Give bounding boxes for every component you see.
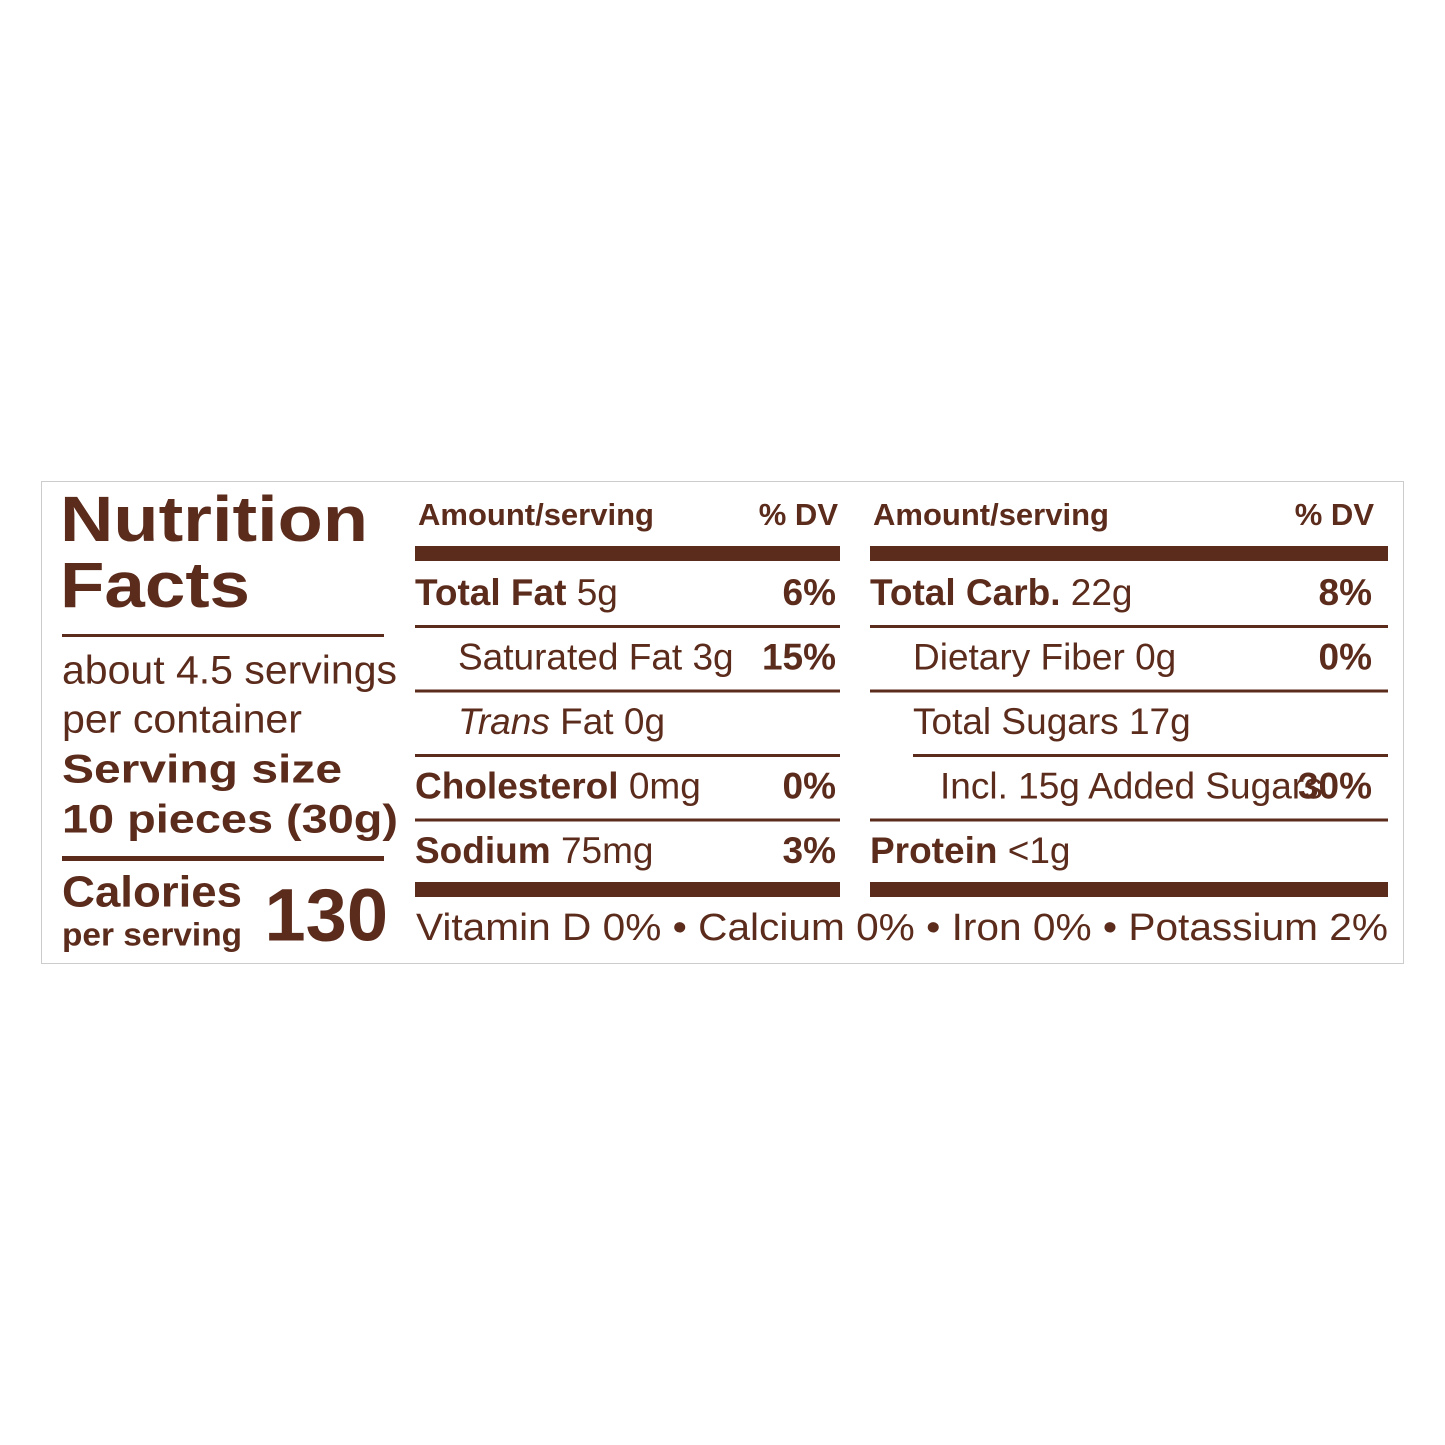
nutrient-amount: 75mg [561,830,654,871]
nutrient-amount: 0g [624,701,665,742]
header-dv: % DV [1295,497,1375,532]
row-divider [870,689,1388,693]
servings: about 4.5 servings [62,649,397,693]
nutrient-amount: 5g [577,572,618,613]
nutrient-dv: 0% [1319,636,1372,677]
header-amount: Amount/serving [873,497,1109,532]
row-divider [913,754,1388,757]
nutrient-dv: 8% [1319,572,1372,613]
thick-bar [415,546,840,561]
vitamin: Iron 0% [952,907,1092,949]
nutrient-row: Total Fat 5g [415,572,618,613]
nutrient-dv: 30% [1298,765,1372,806]
nutrient-name: Cholesterol [415,765,619,806]
serving-size-label: Serving size [62,748,342,792]
nutrient-row: Total Carb. 22g [870,572,1133,613]
row-divider [415,625,840,628]
nutrient-amount: <1g [1008,830,1071,871]
nutrient-amount: 3g [692,636,733,677]
row-divider [415,754,840,757]
nutrient-row: Cholesterol 0mg [415,765,701,806]
row-divider [415,818,840,822]
nutrient-amount: 0g [1135,636,1176,677]
nutrient-name: Saturated Fat [458,636,683,677]
nutrient-row: Protein <1g [870,830,1071,871]
divider [62,856,384,861]
nutrient-name: Total Fat [415,572,566,613]
serving-size-value: 10 pieces (30g) [62,798,398,842]
nutrient-dv: 3% [783,830,836,871]
nutrient-name: Fat [560,701,614,742]
calories-label: Calories [62,868,242,917]
vitamins: Vitamin D 0% • Calcium 0% • Iron 0% • Po… [416,907,1388,949]
vitamin: Vitamin D 0% [416,907,661,949]
vitamin: Calcium 0% [698,907,915,949]
thick-bar [870,882,1388,897]
header-amount: Amount/serving [418,497,654,532]
nutrient-name: Dietary Fiber [913,636,1125,677]
nutrient-name: Protein [870,830,997,871]
title: Nutrition [60,483,368,555]
row-divider [415,689,840,693]
title: Facts [60,549,250,621]
nutrient-row: Saturated Fat 3g [458,636,734,677]
header-dv: % DV [759,497,839,532]
divider [62,634,384,637]
calories-value: 130 [265,874,388,957]
thick-bar [415,882,840,897]
nutrient-row: Sodium 75mg [415,830,654,871]
nutrient-row: Total Sugars 17g [913,701,1191,742]
nutrient-row: Trans Fat 0g [458,701,665,742]
vitamin: Potassium 2% [1128,907,1388,949]
calories-sublabel: per serving [62,916,242,952]
row-divider [870,818,1388,822]
nutrient-name: Sodium [415,830,551,871]
nutrient-name: Total Carb. [870,572,1061,613]
nutrient-amount: 17g [1129,701,1191,742]
row-divider [870,625,1388,628]
nutrient-name: Total Sugars [913,701,1119,742]
nutrient-dv: 6% [783,572,836,613]
nutrient-dv: 15% [762,636,836,677]
nutrient-name-italic: Trans [458,701,550,742]
nutrient-name: Incl. 15g Added Sugars [940,765,1323,806]
nutrient-row: Incl. 15g Added Sugars [940,765,1323,806]
nutrient-dv: 0% [783,765,836,806]
thick-bar [870,546,1388,561]
servings: per container [62,698,302,742]
nutrient-amount: 22g [1071,572,1133,613]
nutrient-amount: 0mg [629,765,701,806]
nutrient-row: Dietary Fiber 0g [913,636,1176,677]
